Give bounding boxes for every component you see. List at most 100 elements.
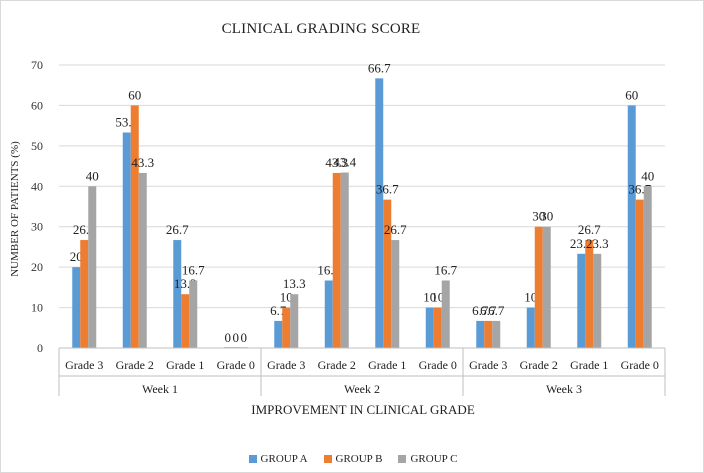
- x-tick-label: Grade 0: [217, 358, 255, 372]
- bar: [72, 267, 81, 348]
- data-label: 0: [241, 330, 248, 345]
- x-tick-label: Grade 2: [318, 358, 356, 372]
- bar: [635, 199, 644, 348]
- bar: [173, 240, 182, 348]
- legend-swatch-group-b: [323, 455, 332, 463]
- data-label: 26.7: [384, 222, 407, 237]
- bar: [290, 294, 299, 348]
- legend-swatch-group-c: [398, 455, 407, 463]
- chart-title: CLINICAL GRADING SCORE: [221, 21, 421, 37]
- group-label: Week 2: [344, 382, 380, 396]
- y-tick-label: 50: [31, 139, 43, 153]
- y-tick-label: 20: [31, 260, 43, 274]
- x-tick-label: Grade 0: [419, 358, 457, 372]
- x-tick-label: Grade 1: [570, 358, 608, 372]
- data-label: 30: [540, 209, 553, 224]
- y-tick-label: 30: [31, 220, 43, 234]
- data-label: 60: [625, 87, 638, 102]
- bar: [324, 280, 333, 348]
- legend-swatch-group-a: [248, 455, 257, 463]
- x-tick-label: Grade 1: [166, 358, 204, 372]
- data-label: 43.3: [131, 155, 154, 170]
- bar: [526, 307, 535, 348]
- x-tick-label: Grade 2: [116, 358, 154, 372]
- legend-label-group-b: GROUP B: [335, 453, 383, 465]
- bar: [593, 253, 602, 348]
- bar: [534, 226, 543, 348]
- bar: [433, 307, 442, 348]
- chart-plot: 0102030405060702053.326.706.716.766.7106…: [31, 58, 666, 396]
- data-label: 40: [641, 168, 654, 183]
- y-tick-label: 40: [31, 179, 43, 193]
- bar: [585, 240, 594, 348]
- bar: [492, 320, 501, 348]
- group-label: Week 1: [142, 382, 178, 396]
- bar: [542, 226, 551, 348]
- legend-item-group-a: GROUP A: [248, 453, 308, 465]
- data-label: 6.7: [480, 303, 497, 318]
- bar: [425, 307, 434, 348]
- bar: [383, 199, 392, 348]
- x-tick-label: Grade 3: [65, 358, 103, 372]
- bar: [476, 320, 485, 348]
- data-label: 10: [423, 290, 436, 305]
- data-label: 0: [225, 330, 232, 345]
- data-label: 66.7: [368, 60, 391, 75]
- data-label: 23.3: [586, 236, 609, 251]
- bar: [122, 132, 131, 348]
- bar: [282, 307, 291, 348]
- bar: [88, 186, 97, 348]
- x-tick-label: Grade 1: [368, 358, 406, 372]
- y-tick-label: 10: [31, 301, 43, 315]
- x-axis-label: IMPROVEMENT IN CLINICAL GRADE: [251, 402, 475, 417]
- data-label: 16.7: [182, 262, 205, 277]
- bar: [138, 172, 147, 348]
- legend-label-group-a: GROUP A: [260, 453, 308, 465]
- data-label: 26.7: [166, 222, 189, 237]
- bar: [627, 105, 636, 348]
- y-tick-label: 0: [37, 341, 43, 355]
- bar: [189, 280, 198, 348]
- x-tick-label: Grade 2: [520, 358, 558, 372]
- data-label: 40: [86, 168, 99, 183]
- legend-item-group-b: GROUP B: [323, 453, 383, 465]
- data-label: 30: [532, 209, 545, 224]
- bar: [340, 172, 349, 348]
- bar: [274, 320, 283, 348]
- legend: GROUP A GROUP B GROUP C: [1, 453, 704, 465]
- x-tick-label: Grade 3: [267, 358, 305, 372]
- data-label: 43.4: [333, 155, 356, 170]
- bar: [375, 78, 384, 348]
- legend-label-group-c: GROUP C: [410, 453, 458, 465]
- data-label: 43.3: [325, 155, 348, 170]
- data-label: 26.7: [578, 222, 601, 237]
- data-label: 6.7: [472, 303, 489, 318]
- data-label: 13.3: [283, 276, 306, 291]
- bar: [643, 186, 652, 348]
- data-label: 10: [431, 290, 444, 305]
- data-label: 36.7: [376, 182, 399, 197]
- x-tick-label: Grade 0: [621, 358, 659, 372]
- x-tick-label: Grade 3: [469, 358, 507, 372]
- y-axis-label: NUMBER OF PATIENTS (%): [9, 141, 21, 277]
- bar: [80, 240, 89, 348]
- data-label: 16.7: [434, 262, 457, 277]
- group-label: Week 3: [546, 382, 582, 396]
- bar: [484, 320, 493, 348]
- bar: [181, 294, 190, 348]
- bar: [130, 105, 139, 348]
- data-label: 10: [280, 290, 293, 305]
- y-tick-label: 60: [31, 98, 43, 112]
- data-label: 10: [524, 290, 537, 305]
- y-tick-label: 70: [31, 58, 43, 72]
- data-label: 0: [233, 330, 240, 345]
- legend-item-group-c: GROUP C: [398, 453, 457, 465]
- bar: [441, 280, 450, 348]
- bar: [577, 253, 586, 348]
- bar: [391, 240, 400, 348]
- bar: [332, 172, 341, 348]
- data-label: 20: [70, 249, 83, 264]
- data-label: 60: [128, 87, 141, 102]
- data-label: 6.7: [488, 303, 505, 318]
